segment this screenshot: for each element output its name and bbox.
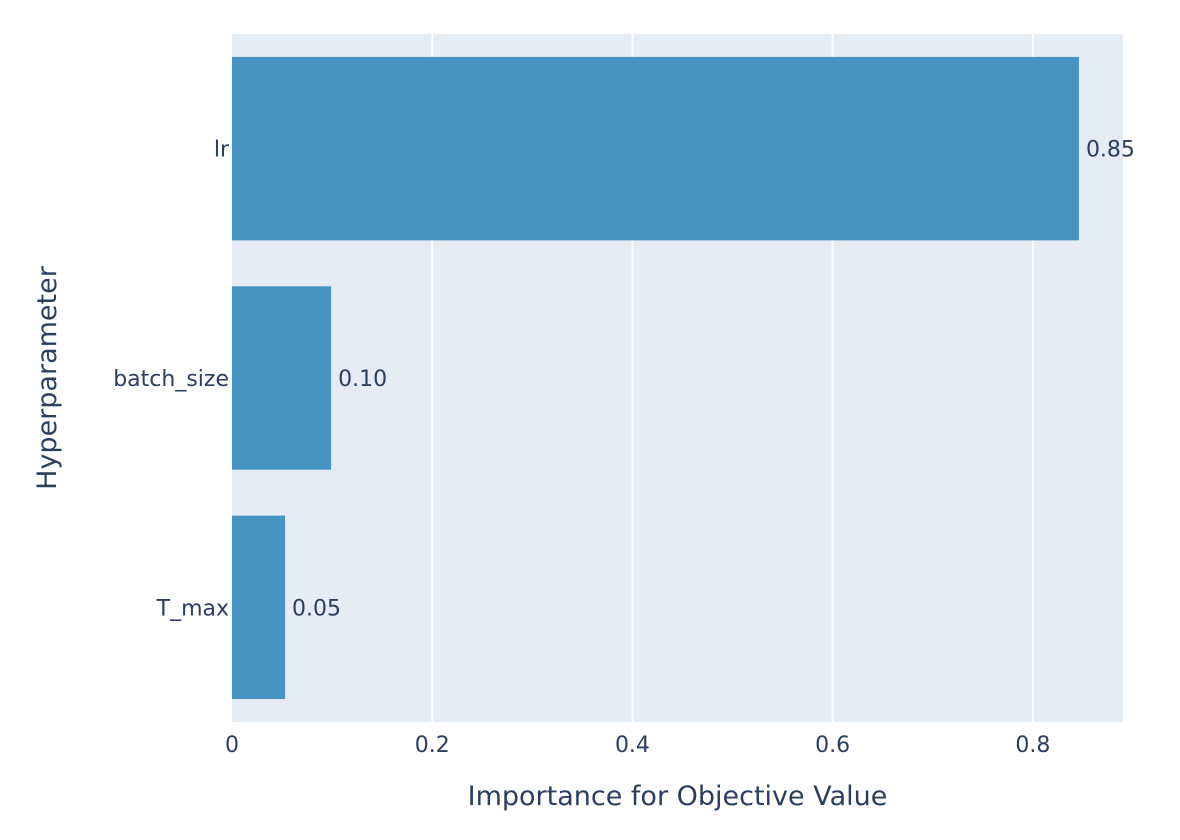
bar-t-max[interactable] (232, 515, 286, 700)
bar-value-label: 0.10 (338, 367, 387, 392)
bars (232, 56, 1079, 700)
bar-lr[interactable] (232, 56, 1079, 241)
x-tick-labels: 0 0.2 0.4 0.6 0.8 (225, 733, 1050, 758)
bar-value-label: 0.05 (292, 596, 341, 621)
x-tick-label: 0.2 (415, 733, 450, 758)
y-tick-label: T_max (156, 596, 229, 621)
y-tick-label: batch_size (113, 367, 229, 392)
bar-value-label: 0.85 (1086, 138, 1135, 163)
y-axis-title: Hyperparameter (32, 265, 63, 490)
bar-batch-size[interactable] (232, 286, 332, 470)
x-tick-label: 0.6 (815, 733, 850, 758)
x-tick-label: 0.8 (1015, 733, 1050, 758)
y-tick-labels: lr batch_size T_max (113, 138, 230, 622)
x-tick-label: 0.4 (615, 733, 650, 758)
x-axis-title: Importance for Objective Value (468, 781, 888, 812)
value-labels: 0.85 0.10 0.05 (292, 138, 1135, 622)
x-tick-label: 0 (225, 733, 239, 758)
y-tick-label: lr (214, 138, 230, 163)
